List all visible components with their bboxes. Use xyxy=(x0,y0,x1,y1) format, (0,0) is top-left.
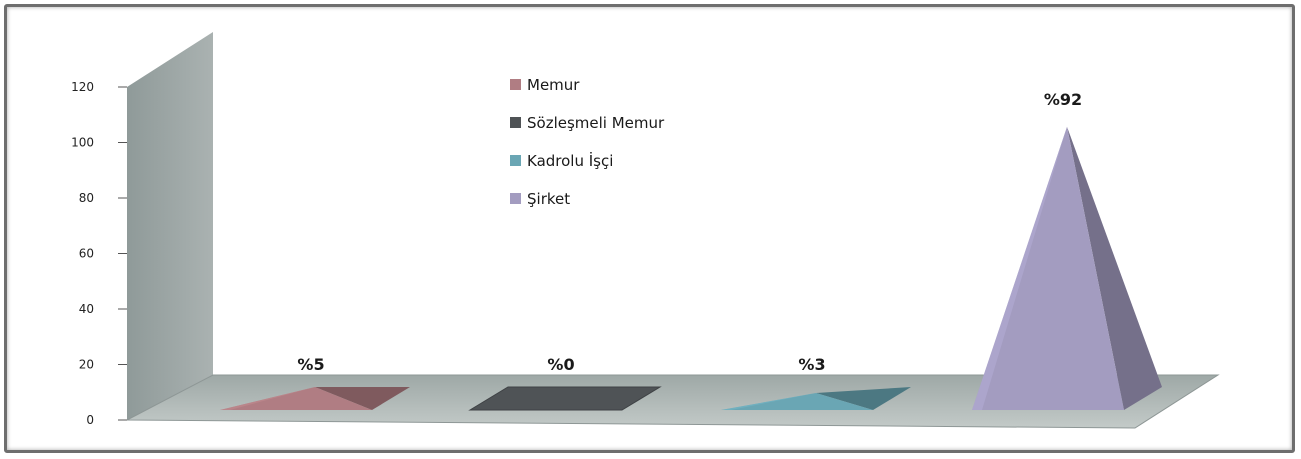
legend-entry: Şirket xyxy=(527,190,570,208)
legend-swatch xyxy=(510,79,521,90)
pyramid-s-zle-meli-memur xyxy=(468,386,662,411)
y-tick-label: 60 xyxy=(79,247,94,261)
data-label: %3 xyxy=(798,355,825,374)
pyramid-side-face xyxy=(816,387,911,410)
pyramid-base xyxy=(468,386,662,411)
y-tick-label: 100 xyxy=(71,136,94,150)
legend-entry: Memur xyxy=(527,76,580,94)
back-wall xyxy=(127,32,213,420)
y-tick-label: 40 xyxy=(79,302,94,316)
pyramid--irket xyxy=(972,126,1162,411)
pyramid-side-face xyxy=(1067,126,1162,411)
data-label: %5 xyxy=(297,355,324,374)
pyramid-memur xyxy=(220,387,410,410)
pyramid-front-face xyxy=(220,387,372,410)
legend-swatch xyxy=(510,193,521,204)
pyramid-kadrolu-i-i xyxy=(721,387,911,410)
y-tick-label: 20 xyxy=(79,358,94,372)
pyramid-front-face xyxy=(721,393,873,410)
pyramid-highlight xyxy=(721,393,816,410)
y-tick-label: 80 xyxy=(79,191,94,205)
legend-swatch xyxy=(510,155,521,166)
data-label: %0 xyxy=(547,355,574,374)
y-tick-label: 120 xyxy=(71,80,94,94)
pyramid-front-face xyxy=(972,126,1124,411)
data-label: %92 xyxy=(1044,90,1082,109)
pyramid-highlight xyxy=(220,387,315,410)
legend-swatch xyxy=(510,117,521,128)
pyramid-side-face xyxy=(315,387,410,410)
legend-entry: Kadrolu İşçi xyxy=(527,151,613,170)
pyramid-highlight xyxy=(972,126,1067,411)
y-tick-label: 0 xyxy=(86,413,94,427)
legend-entry: Sözleşmeli Memur xyxy=(527,114,665,132)
